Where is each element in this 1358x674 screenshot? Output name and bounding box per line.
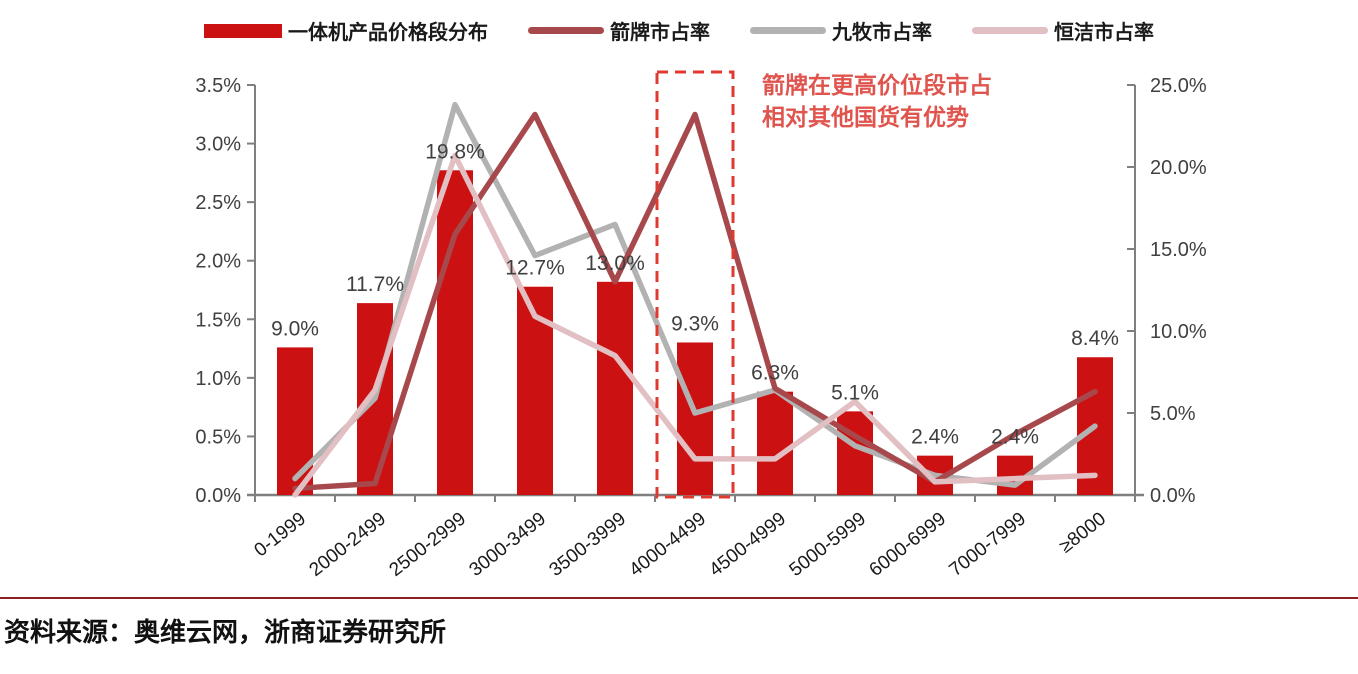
line-swatch-icon bbox=[972, 27, 1048, 34]
left-axis-tick-label: 1.5% bbox=[195, 309, 241, 331]
bar bbox=[437, 170, 473, 495]
x-axis-labels: 0-19992000-24992500-29993000-34993500-39… bbox=[251, 508, 1111, 580]
x-axis-category-label: 4000-4499 bbox=[626, 508, 711, 580]
x-axis-category-label: 4500-4999 bbox=[706, 508, 791, 580]
bar bbox=[277, 347, 313, 495]
bars-group bbox=[277, 170, 1113, 495]
left-axis-tick-label: 1.0% bbox=[195, 368, 241, 390]
annotation-text: 箭牌在更高价位段市占 相对其他国货有优势 bbox=[762, 70, 992, 134]
bar-value-label: 8.4% bbox=[1071, 327, 1119, 350]
chart-area: 0.0% 0.5% 1.0% 1.5% 2.0% 2.5% 3.0% 3.5% 0.0% 5.0%… bbox=[195, 70, 1207, 581]
x-axis-category-label: ≥8000 bbox=[1056, 508, 1110, 557]
bar-labels-group: 9.0% 11.7% 19.8% 12.7% 13.0% 9.3% 6.3% 5.1% 2.4%… bbox=[271, 140, 1119, 448]
line-series-2 bbox=[292, 152, 1098, 498]
legend-item-price-distribution: 一体机产品价格段分布 bbox=[204, 16, 488, 45]
right-axis-tick-label: 25.0% bbox=[1150, 75, 1207, 97]
bar bbox=[837, 411, 873, 495]
footer-divider bbox=[0, 597, 1358, 599]
bar-value-label: 9.3% bbox=[671, 312, 719, 335]
bar bbox=[677, 342, 713, 495]
left-axis-tick-label: 0.0% bbox=[195, 485, 241, 507]
left-axis-tick-label: 2.0% bbox=[195, 251, 241, 273]
left-axis-tick-label: 3.0% bbox=[195, 134, 241, 156]
right-axis-tick-label: 0.0% bbox=[1150, 485, 1196, 507]
x-axis-category-label: 3000-3499 bbox=[466, 508, 551, 580]
x-axis-category-label: 7000-7999 bbox=[946, 508, 1031, 580]
bar-value-label: 12.7% bbox=[505, 257, 565, 280]
left-axis-tick-label: 2.5% bbox=[195, 192, 241, 214]
x-axis-category-label: 6000-6999 bbox=[866, 508, 951, 580]
x-axis-category-label: 5000-5999 bbox=[786, 508, 871, 580]
bar-value-label: 11.7% bbox=[346, 273, 404, 296]
chart-svg: 0.0% 0.5% 1.0% 1.5% 2.0% 2.5% 3.0% 3.5% 0.0% 5.0%… bbox=[195, 70, 1207, 581]
source-text: 资料来源：奥维云网，浙商证券研究所 bbox=[4, 618, 447, 647]
left-axis-tick-label: 0.5% bbox=[195, 426, 241, 448]
x-axis-category-label: 2500-2999 bbox=[386, 508, 471, 580]
right-axis-tick-label: 15.0% bbox=[1150, 239, 1207, 261]
x-axis-category-label: 3500-3999 bbox=[546, 508, 631, 580]
legend-label: 箭牌市占率 bbox=[610, 22, 710, 44]
line-swatch-icon bbox=[528, 27, 604, 34]
legend: 一体机产品价格段分布 箭牌市占率 九牧市占率 恒洁市占率 bbox=[40, 16, 1318, 45]
legend-label: 一体机产品价格段分布 bbox=[288, 22, 488, 44]
line-swatch-icon bbox=[750, 27, 826, 34]
x-axis-category-label: 2000-2499 bbox=[306, 508, 391, 580]
bar-value-label: 19.8% bbox=[425, 140, 485, 163]
right-axis-tick-label: 5.0% bbox=[1150, 403, 1196, 425]
bar bbox=[597, 281, 633, 495]
bar-value-label: 5.1% bbox=[831, 381, 879, 404]
bar-value-label: 2.4% bbox=[991, 426, 1039, 449]
bar-swatch-icon bbox=[204, 23, 282, 38]
legend-label: 九牧市占率 bbox=[832, 22, 932, 44]
highlight-dashed-box bbox=[655, 70, 735, 499]
legend-label: 恒洁市占率 bbox=[1054, 22, 1154, 44]
line-series-0 bbox=[292, 111, 1098, 492]
bar bbox=[757, 391, 793, 495]
legend-item-hengjie-share: 恒洁市占率 bbox=[972, 16, 1154, 45]
annotation-line-1: 箭牌在更高价位段市占 bbox=[762, 73, 992, 98]
legend-item-arrow-share: 箭牌市占率 bbox=[528, 16, 710, 45]
annotation-line-2: 相对其他国货有优势 bbox=[762, 105, 969, 130]
x-axis-category-label: 0-1999 bbox=[251, 508, 311, 561]
right-axis-tick-label: 20.0% bbox=[1150, 157, 1207, 179]
bar-value-label: 13.0% bbox=[585, 252, 645, 275]
bar-value-label: 2.4% bbox=[911, 426, 959, 449]
right-axis-tick-label: 10.0% bbox=[1150, 321, 1207, 343]
bar-value-label: 9.0% bbox=[271, 317, 319, 340]
left-axis-tick-label: 3.5% bbox=[195, 75, 241, 97]
legend-item-jomoo-share: 九牧市占率 bbox=[750, 16, 932, 45]
bar-value-label: 6.3% bbox=[751, 362, 799, 385]
